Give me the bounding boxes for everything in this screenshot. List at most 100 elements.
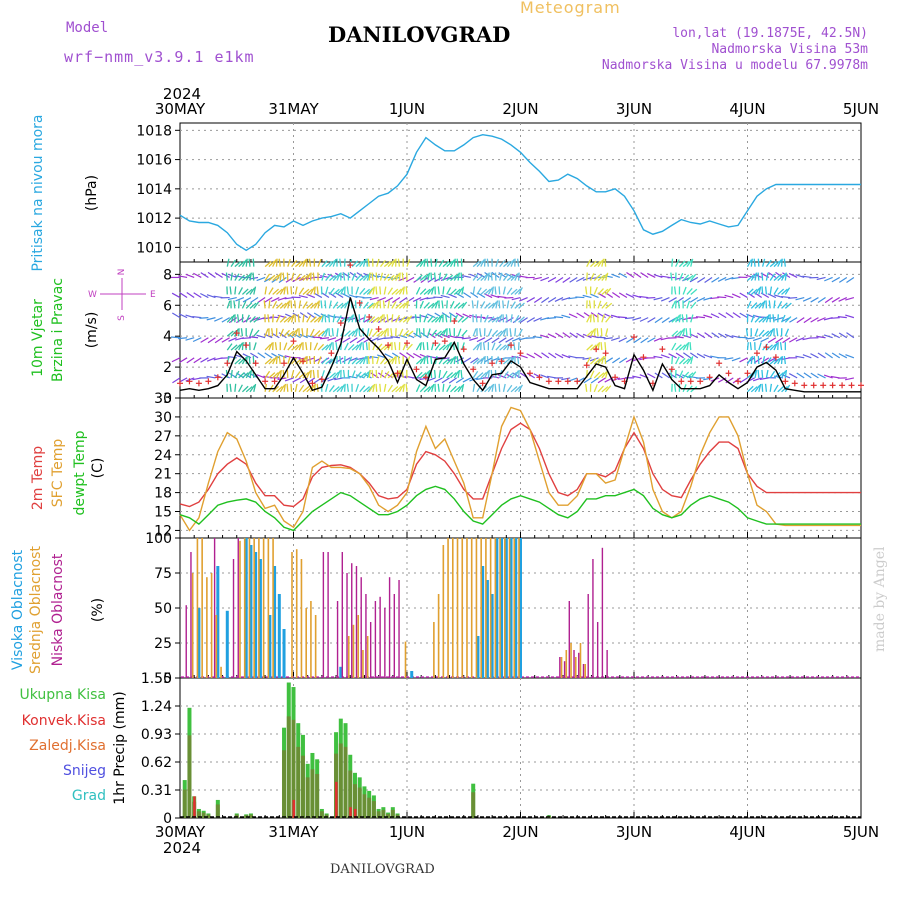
- wind-barb: [781, 385, 788, 393]
- wind-barb: [230, 314, 235, 323]
- wind-barb: [172, 377, 181, 384]
- wind-barb: [438, 272, 442, 281]
- wind-barb: [724, 333, 734, 339]
- wind-barb: [601, 301, 608, 309]
- wind-barb: [256, 334, 266, 339]
- wind-barb: [341, 293, 351, 299]
- wind-barb: [582, 294, 592, 299]
- wind-barb: [777, 385, 785, 393]
- wind-barb: [490, 369, 493, 378]
- wind-barb: [484, 385, 491, 393]
- wind-barb: [371, 369, 374, 378]
- wind-barb: [781, 302, 788, 309]
- ytick-label-wind: 4: [163, 329, 172, 345]
- cloud-bar-0: [249, 545, 253, 678]
- wind-barb: [398, 302, 406, 309]
- wind-barb: [526, 353, 535, 359]
- wind-barb: [518, 384, 523, 393]
- wind-barb: [317, 300, 320, 309]
- cloud-ylabel-low: Niska Oblacnost: [50, 553, 66, 666]
- wind-barb: [597, 372, 605, 379]
- wind-barb: [592, 314, 595, 323]
- precip-bar-shade: [390, 809, 395, 818]
- wind-barb: [597, 300, 602, 309]
- precip-bar-conv: [349, 807, 352, 818]
- cloud-bar-2: [592, 559, 594, 678]
- wind-barb: [677, 300, 681, 309]
- wind-barb: [418, 328, 421, 337]
- wind-barb: [298, 372, 306, 379]
- wind-barb: [671, 316, 679, 323]
- wind-barb: [297, 314, 300, 323]
- wind-barb: [472, 370, 479, 379]
- wind-barb: [461, 329, 468, 337]
- wind-barb: [226, 330, 234, 337]
- temp-line-1: [179, 406, 861, 532]
- cloud-bar-0: [244, 538, 248, 678]
- wind-barb: [375, 369, 378, 378]
- wind-barb: [461, 286, 465, 295]
- precip-unit: 1hr Precip (mm): [112, 691, 128, 804]
- wind-barb: [499, 314, 503, 323]
- wind-barb: [427, 302, 435, 309]
- wind-barb: [349, 337, 358, 344]
- cloud-bar-1: [437, 594, 440, 678]
- wind-barb: [379, 383, 382, 392]
- wind-barb: [316, 286, 319, 295]
- wind-barb: [434, 356, 438, 365]
- wind-barb: [777, 356, 782, 365]
- wind-barb: [287, 356, 291, 365]
- wind-barb: [234, 358, 242, 365]
- wind-barb: [593, 384, 598, 393]
- wind-barb: [762, 300, 766, 309]
- wind-barb: [612, 357, 621, 364]
- wind-barb: [456, 258, 459, 267]
- cloud-unit: (%): [90, 598, 106, 622]
- time-label-bottom: 5JUN: [843, 823, 879, 841]
- wind-barb: [283, 342, 288, 351]
- wind-barb: [398, 272, 401, 281]
- wind-barb: [359, 385, 366, 393]
- cloud-bar-2: [336, 601, 339, 678]
- wind-barb: [769, 343, 777, 351]
- precip-bar-shade: [319, 811, 324, 818]
- wind-barb: [368, 272, 371, 281]
- wind-barb: [253, 329, 260, 337]
- wind-barb: [769, 383, 773, 392]
- wind-barb: [331, 328, 334, 337]
- wind-barb: [264, 343, 272, 351]
- wind-barb: [430, 383, 435, 392]
- cloud-bar-2: [563, 661, 566, 678]
- wind-barb: [372, 286, 376, 295]
- wind-barb: [310, 316, 317, 323]
- wind-barb: [754, 287, 761, 295]
- wind-barb: [225, 272, 228, 281]
- time-label-bottom: 3JUN: [616, 823, 652, 841]
- wind-barb: [739, 377, 748, 384]
- wind-barb: [356, 337, 365, 344]
- wind-barb: [588, 300, 592, 309]
- wind-barb: [405, 383, 408, 392]
- wind-barb: [384, 297, 394, 303]
- wind-barb: [491, 342, 496, 351]
- wind-barb: [503, 260, 511, 268]
- wind-barb: [310, 302, 317, 309]
- wind-barb: [554, 297, 564, 302]
- cloud-bar-1: [504, 538, 506, 678]
- wind-barb: [249, 328, 254, 337]
- ytick-label-cloud: 75: [154, 566, 172, 582]
- wind-barb: [784, 302, 792, 309]
- wind-barb: [604, 313, 613, 319]
- wind-barb: [179, 357, 188, 364]
- wind-barb: [461, 337, 471, 340]
- wind-barb: [817, 373, 826, 379]
- wind-barb: [370, 337, 379, 342]
- wind-barb: [703, 314, 713, 319]
- wind-barb: [795, 274, 805, 279]
- wind-barb: [328, 385, 335, 393]
- wind-barb: [442, 370, 448, 379]
- wind-barb: [379, 300, 382, 309]
- wind-barb: [287, 315, 294, 323]
- wind-barb: [419, 342, 422, 351]
- wind-barb: [355, 295, 365, 299]
